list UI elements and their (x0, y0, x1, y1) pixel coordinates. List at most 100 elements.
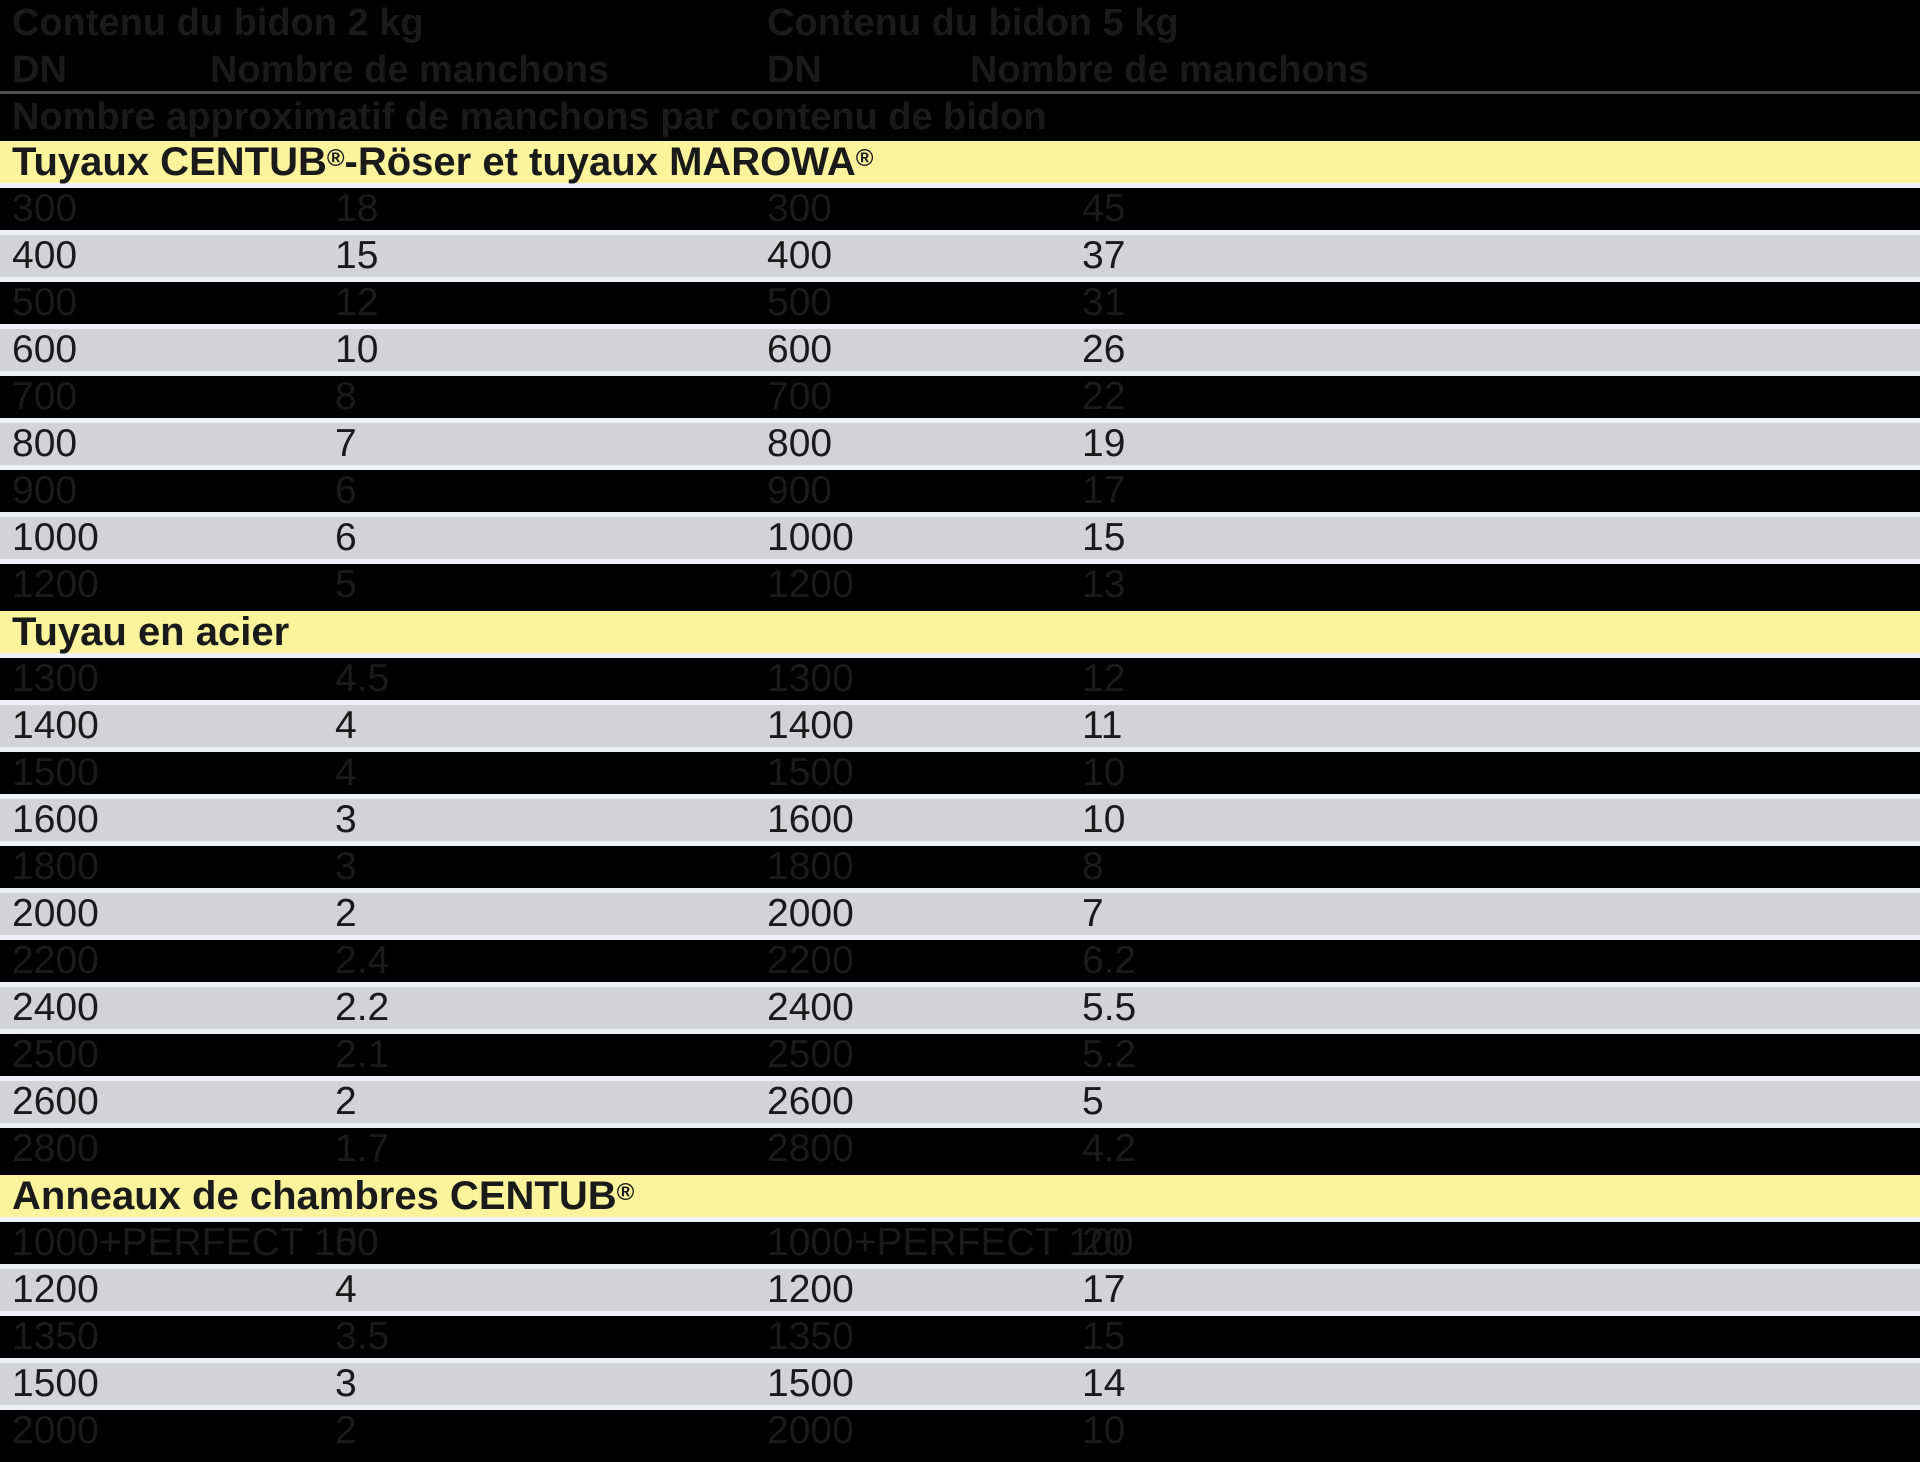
registered-mark: ® (616, 1179, 635, 1206)
table-row: 1200 4 1200 17 (0, 1269, 1920, 1316)
count-left-cell: 4 (335, 751, 357, 794)
dn-right-cell: 1300 (767, 657, 854, 700)
table-subtitle-row: Nombre approximatif de manchons par cont… (0, 94, 1920, 141)
dn-left-cell: 800 (12, 422, 78, 465)
count-right-cell: 8 (1082, 845, 1104, 888)
count-right-cell: 22 (1082, 375, 1126, 418)
count-right-cell: 10 (1082, 1409, 1126, 1452)
dn-left-cell: 1800 (12, 845, 99, 888)
count-left-cell: 2 (335, 892, 357, 935)
count-right-cell: 11 (1082, 704, 1123, 747)
dn-left-cell: 400 (12, 234, 78, 277)
count-right-cell: 7 (1082, 892, 1104, 935)
dn-right-cell: 2500 (767, 1033, 854, 1076)
dn-right-header: DN (767, 49, 822, 91)
table-body: Tuyaux CENTUB®-Röser et tuyaux MAROWA® 30… (0, 141, 1920, 1462)
count-right-cell: 26 (1082, 328, 1126, 371)
count-right-header: Nombre de manchons (970, 49, 1370, 91)
table-row: 700 8 700 22 (0, 376, 1920, 423)
dn-right-cell: 2000 (767, 1409, 854, 1452)
dn-right-cell: 500 (767, 281, 833, 324)
table-row: 1300 4.5 1300 12 (0, 658, 1920, 705)
table-row: 400 15 400 37 (0, 235, 1920, 282)
dn-left-cell: 700 (12, 375, 78, 418)
registered-mark: ® (326, 145, 345, 172)
dn-left-header: DN (12, 49, 67, 91)
dn-left-cell: 2000 (12, 892, 99, 935)
count-left-cell: 3 (335, 1362, 357, 1405)
dn-right-cell: 2000 (767, 892, 854, 935)
dn-right-cell: 2600 (767, 1080, 854, 1123)
table-subtitle: Nombre approximatif de manchons par cont… (12, 96, 1047, 138)
table-row: 1600 3 1600 10 (0, 799, 1920, 846)
dn-right-cell: 700 (767, 375, 833, 418)
table-row: 1000 6 1000 15 (0, 517, 1920, 564)
count-right-cell: 37 (1082, 234, 1126, 277)
registered-mark: ® (855, 145, 874, 172)
count-left-cell: 6 (335, 469, 357, 512)
dn-left-cell: 1350 (12, 1315, 99, 1358)
dn-right-cell: 2400 (767, 986, 854, 1029)
dn-left-cell: 1500 (12, 751, 99, 794)
count-left-cell: 3 (335, 798, 357, 841)
dn-right-cell: 1200 (767, 563, 854, 606)
count-left-cell: 15 (335, 234, 379, 277)
dn-right-cell: 2800 (767, 1127, 854, 1170)
dn-left-cell: 500 (12, 281, 78, 324)
count-left-header: Nombre de manchons (210, 49, 610, 91)
count-left-cell: 10 (335, 328, 379, 371)
table-row: 500 12 500 31 (0, 282, 1920, 329)
dn-left-cell: 1000 (12, 516, 99, 559)
count-left-cell: 5 (335, 563, 357, 606)
dn-right-cell: 1200 (767, 1268, 854, 1311)
table-row: 300 18 300 45 (0, 188, 1920, 235)
dn-left-cell: 1400 (12, 704, 99, 747)
count-right-cell: 14 (1082, 1362, 1126, 1405)
count-left-cell: 2 (335, 1409, 357, 1452)
count-left-cell: 2.2 (335, 986, 390, 1029)
count-left-cell: 5 (335, 1221, 357, 1264)
count-right-cell: 17 (1082, 1268, 1126, 1311)
table-row: 600 10 600 26 (0, 329, 1920, 376)
table-row: 900 6 900 17 (0, 470, 1920, 517)
dn-right-cell: 1400 (767, 704, 854, 747)
dn-right-cell: 1500 (767, 751, 854, 794)
count-left-cell: 3.5 (335, 1315, 390, 1358)
dn-right-cell: 800 (767, 422, 833, 465)
count-left-cell: 4 (335, 1268, 357, 1311)
count-left-cell: 6 (335, 516, 357, 559)
dn-right-cell: 1600 (767, 798, 854, 841)
dn-left-cell: 1500 (12, 1362, 99, 1405)
table-row: 1350 3.5 1350 15 (0, 1316, 1920, 1363)
column-header-row: DN Nombre de manchons DN Nombre de manch… (0, 47, 1920, 94)
column-group-row: Contenu du bidon 2 kg Contenu du bidon 5… (0, 0, 1920, 47)
dn-right-cell: 2200 (767, 939, 854, 982)
table-row: 800 7 800 19 (0, 423, 1920, 470)
table-row: 1800 3 1800 8 (0, 846, 1920, 893)
count-right-cell: 19 (1082, 422, 1126, 465)
section-header-label: Tuyau en acier (12, 610, 290, 654)
dn-left-cell: 2200 (12, 939, 99, 982)
dn-left-cell: 2800 (12, 1127, 99, 1170)
dn-right-cell: 1350 (767, 1315, 854, 1358)
dn-left-cell: 1600 (12, 798, 99, 841)
dn-right-cell: 400 (767, 234, 833, 277)
count-right-cell: 5 (1082, 1080, 1104, 1123)
dn-right-cell: 600 (767, 328, 833, 371)
count-right-cell: 17 (1082, 469, 1126, 512)
dn-left-cell: 600 (12, 328, 78, 371)
count-left-cell: 2.1 (335, 1033, 390, 1076)
table-row: 1200 5 1200 13 (0, 564, 1920, 611)
dn-left-cell: 2000 (12, 1409, 99, 1452)
count-right-cell: 5.2 (1082, 1033, 1137, 1076)
count-right-cell: 13 (1082, 563, 1126, 606)
count-left-cell: 12 (335, 281, 379, 324)
dn-left-cell: 1200 (12, 1268, 99, 1311)
section-header-label: Tuyaux CENTUB®-Röser et tuyaux MAROWA® (12, 140, 874, 184)
count-right-cell: 20 (1082, 1221, 1126, 1264)
table-row: 2400 2.2 2400 5.5 (0, 987, 1920, 1034)
count-left-cell: 7 (335, 422, 357, 465)
dn-right-cell: 1800 (767, 845, 854, 888)
count-right-cell: 10 (1082, 751, 1126, 794)
count-right-cell: 31 (1082, 281, 1126, 324)
